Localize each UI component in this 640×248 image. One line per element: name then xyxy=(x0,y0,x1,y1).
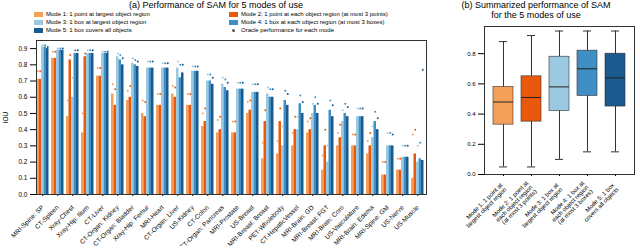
svg-text:US-Muscle: US-Muscle xyxy=(392,203,420,231)
svg-text:Mode 5: 1 boxcovers all object: Mode 5: 1 boxcovers all objects xyxy=(579,182,620,223)
svg-text:0.0: 0.0 xyxy=(18,191,27,198)
svg-text:IOU: IOU xyxy=(2,111,9,123)
svg-text:0.1: 0.1 xyxy=(18,174,27,181)
svg-text:0.3: 0.3 xyxy=(18,142,27,149)
svg-text:0.6: 0.6 xyxy=(18,93,27,100)
svg-text:0.2: 0.2 xyxy=(467,141,476,147)
svg-text:0.5: 0.5 xyxy=(18,110,27,117)
svg-text:0.2: 0.2 xyxy=(18,158,27,165)
svg-text:0.4: 0.4 xyxy=(467,111,476,117)
svg-text:0.8: 0.8 xyxy=(467,51,476,57)
svg-text:0.8: 0.8 xyxy=(18,61,27,68)
svg-text:0.6: 0.6 xyxy=(467,81,476,87)
svg-text:0.0: 0.0 xyxy=(467,171,476,177)
svg-text:0.7: 0.7 xyxy=(18,77,27,84)
svg-text:0.4: 0.4 xyxy=(18,126,27,133)
svg-text:0.9: 0.9 xyxy=(18,45,27,52)
